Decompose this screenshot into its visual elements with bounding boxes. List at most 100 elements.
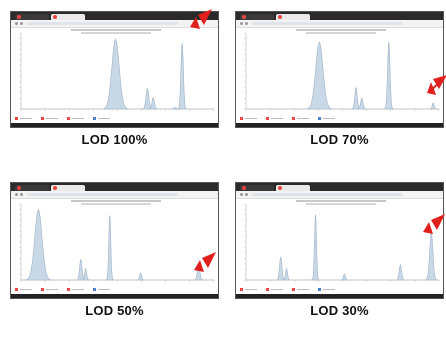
legend-item xyxy=(67,117,85,120)
chromatogram-peak xyxy=(276,256,286,281)
chromatogram-peak xyxy=(177,42,187,110)
browser-tab-active[interactable] xyxy=(51,185,85,191)
chromatogram-peak xyxy=(396,264,405,281)
chromatogram-peak xyxy=(25,208,51,281)
browser-tab[interactable] xyxy=(15,14,49,20)
legend-item xyxy=(41,117,59,120)
chromatogram-peak xyxy=(106,215,114,281)
url-field[interactable] xyxy=(252,193,403,196)
chromatogram-peak xyxy=(351,86,361,110)
legend-item xyxy=(15,288,33,291)
legend-item xyxy=(93,117,111,120)
legend xyxy=(240,288,439,292)
chromatogram-plot xyxy=(19,32,215,111)
taskbar xyxy=(11,294,218,298)
chromatogram-peak xyxy=(103,38,129,110)
address-bar xyxy=(236,20,443,28)
plot-subtitle-line xyxy=(306,32,376,34)
back-icon[interactable] xyxy=(240,22,243,25)
browser-tab[interactable] xyxy=(240,14,274,20)
browser-tab[interactable] xyxy=(15,185,49,191)
browser-tab[interactable] xyxy=(240,185,274,191)
url-field[interactable] xyxy=(252,22,403,25)
panel-lod-100: LOD 100% xyxy=(10,7,219,156)
chromatogram-peak xyxy=(311,214,320,281)
browser-tab-bar xyxy=(236,183,443,191)
tab-favicon-icon xyxy=(242,15,246,19)
legend xyxy=(240,117,439,121)
forward-icon[interactable] xyxy=(20,22,23,25)
tab-favicon-icon xyxy=(278,15,282,19)
red-arrow-icon xyxy=(194,252,216,272)
chromatogram-peak xyxy=(282,268,291,281)
chromatogram-peak xyxy=(137,272,145,281)
tab-favicon-icon xyxy=(53,186,57,190)
plot-title-line xyxy=(71,29,161,31)
legend-item xyxy=(266,117,284,120)
forward-icon[interactable] xyxy=(245,193,248,196)
chromatogram-peak xyxy=(357,97,367,110)
legend-item xyxy=(41,288,59,291)
chromatogram-plot xyxy=(19,203,215,282)
back-icon[interactable] xyxy=(240,193,243,196)
plot-title-line xyxy=(296,200,386,202)
panel-lod-70: LOD 70% xyxy=(235,11,446,156)
browser-tab-active[interactable] xyxy=(276,185,310,191)
chromatogram-screenshot xyxy=(10,182,219,299)
tab-favicon-icon xyxy=(53,15,57,19)
legend-item xyxy=(292,117,310,120)
back-icon[interactable] xyxy=(15,22,18,25)
legend-item xyxy=(266,288,284,291)
address-bar xyxy=(11,191,218,199)
chromatogram-peak xyxy=(425,232,438,281)
legend-item xyxy=(93,288,111,291)
red-arrow-icon xyxy=(427,75,446,95)
chromatogram-peak xyxy=(384,42,394,110)
legend-item xyxy=(240,288,258,291)
browser-tab-bar xyxy=(11,183,218,191)
tab-favicon-icon xyxy=(278,186,282,190)
taskbar xyxy=(236,123,443,127)
forward-icon[interactable] xyxy=(20,193,23,196)
chromatogram-peak xyxy=(81,268,90,281)
legend xyxy=(15,117,214,121)
address-bar xyxy=(11,20,218,28)
chromatogram-peak xyxy=(429,102,437,110)
url-field[interactable] xyxy=(27,193,178,196)
plot-subtitle-line xyxy=(81,32,151,34)
taskbar xyxy=(11,123,218,127)
chromatogram-screenshot xyxy=(235,182,444,299)
chromatogram-peak xyxy=(306,41,332,110)
chromatogram-peak xyxy=(340,273,348,281)
panel-lod-30: LOD 30% xyxy=(235,182,445,327)
taskbar xyxy=(236,294,443,298)
legend xyxy=(15,288,214,292)
tab-favicon-icon xyxy=(242,186,246,190)
chromatogram-peak xyxy=(142,87,153,110)
browser-tab-bar xyxy=(236,12,443,20)
url-field[interactable] xyxy=(27,22,178,25)
chromatogram-screenshot xyxy=(10,11,219,128)
chromatogram-peak xyxy=(148,97,158,110)
panel-caption: LOD 30% xyxy=(310,303,369,318)
back-icon[interactable] xyxy=(15,193,18,196)
plot-title-line xyxy=(296,29,386,31)
browser-tab-active[interactable] xyxy=(51,14,85,20)
forward-icon[interactable] xyxy=(245,22,248,25)
chromatogram-peak xyxy=(76,258,86,281)
legend-item xyxy=(67,288,85,291)
address-bar xyxy=(236,191,443,199)
legend-item xyxy=(318,288,336,291)
panel-lod-50: LOD 50% xyxy=(10,182,219,327)
tab-favicon-icon xyxy=(17,186,21,190)
plot-title-line xyxy=(71,200,161,202)
tab-favicon-icon xyxy=(17,15,21,19)
legend-item xyxy=(15,117,33,120)
chromatogram-plot xyxy=(244,203,440,282)
browser-tab-bar xyxy=(11,12,218,20)
panel-caption: LOD 100% xyxy=(81,132,148,147)
red-arrow-icon xyxy=(190,7,214,29)
browser-tab-active[interactable] xyxy=(276,14,310,20)
red-arrow-icon xyxy=(423,214,445,234)
plot-subtitle-line xyxy=(81,203,151,205)
